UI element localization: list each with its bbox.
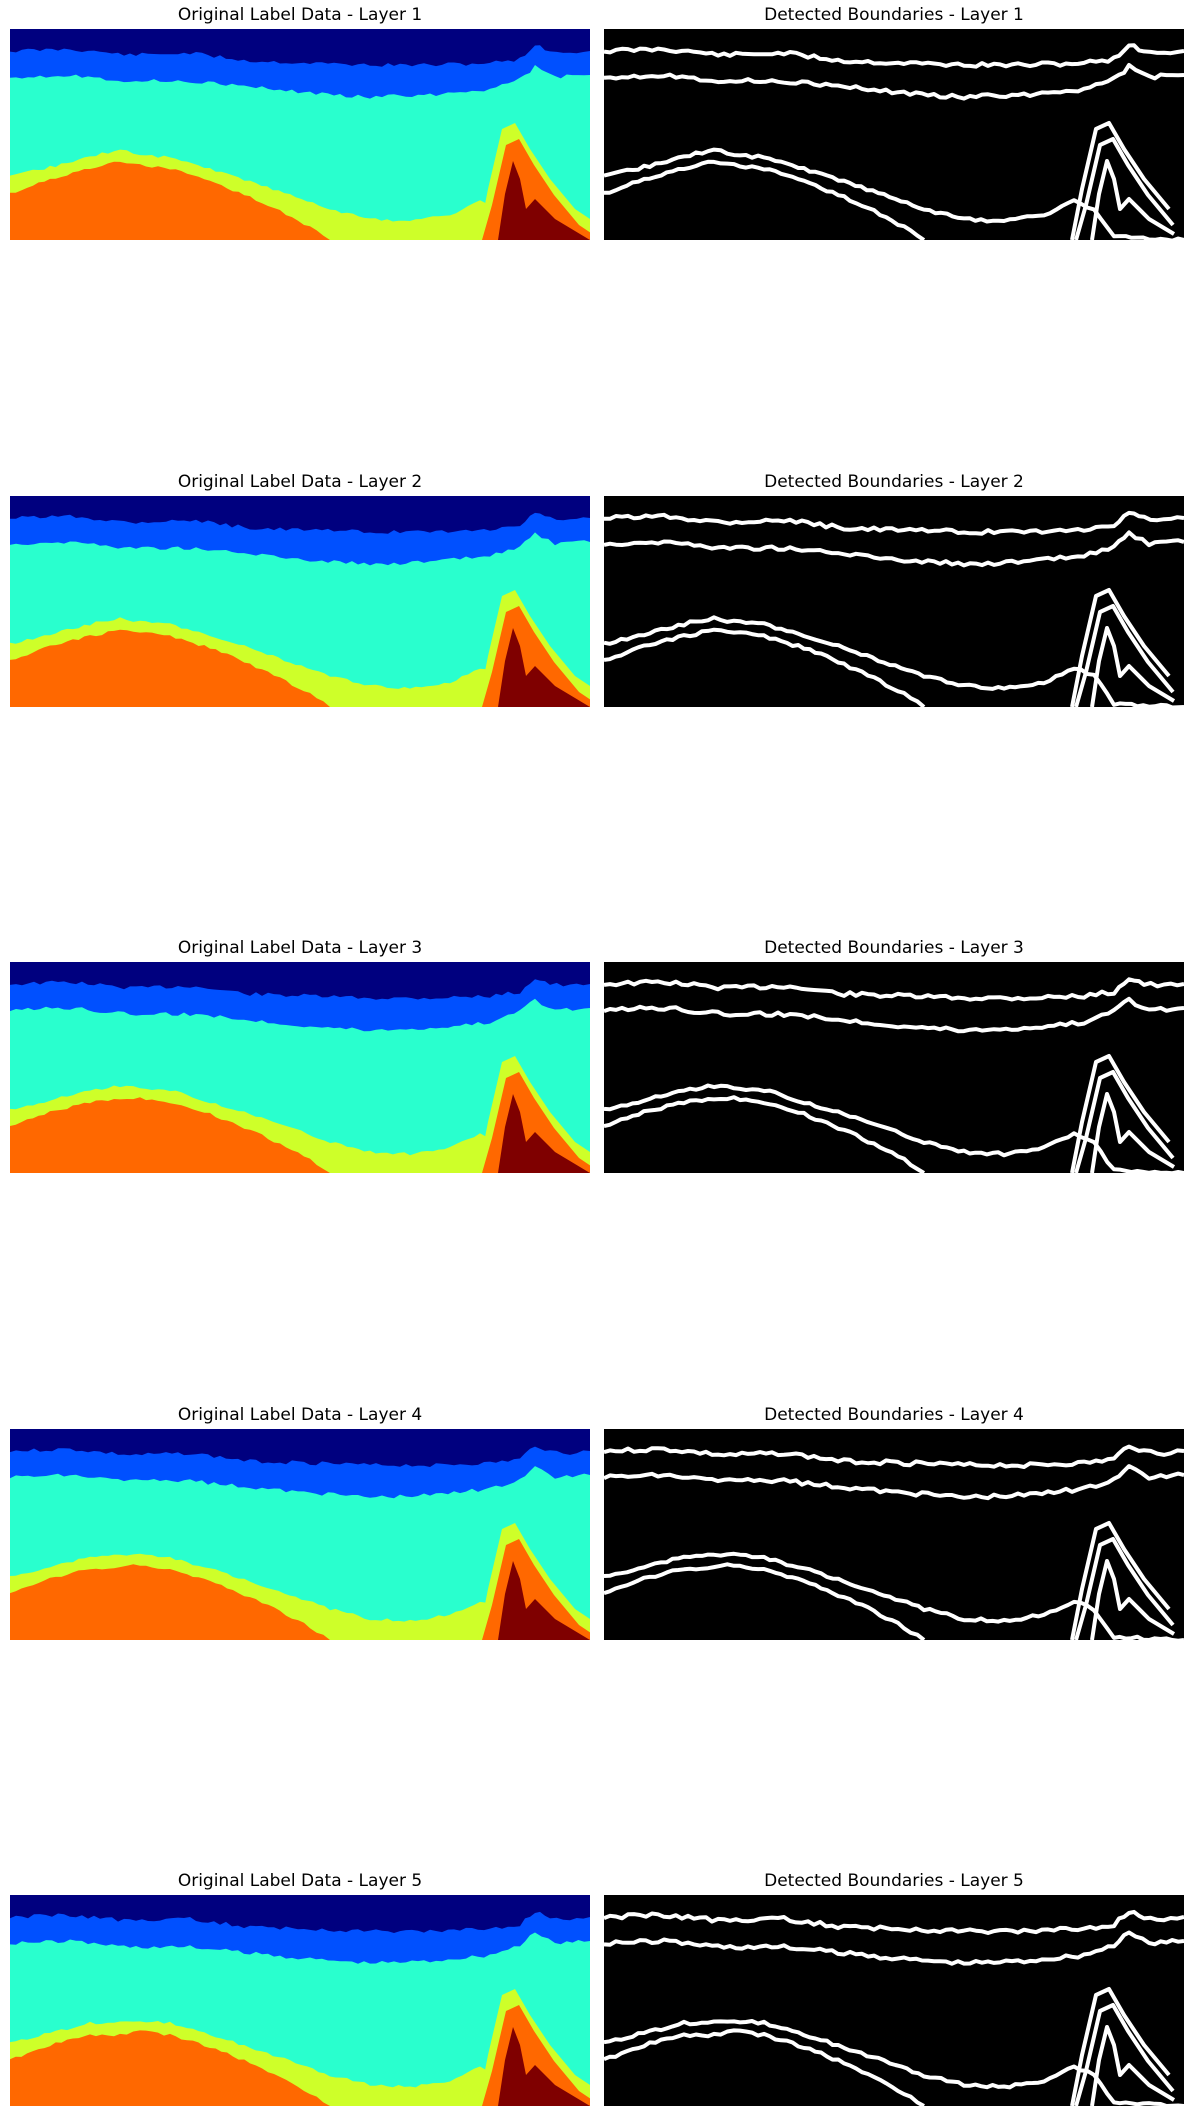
wedge-darkred — [498, 161, 590, 240]
boundary-lines-5 — [604, 1909, 1184, 2106]
boundary-orange — [604, 2028, 925, 2106]
boundary-low — [604, 1551, 1184, 1640]
boundary-wedge-outer — [1070, 121, 1171, 240]
boundary-low — [604, 2019, 1184, 2106]
boundary-mid — [604, 63, 1184, 101]
boundary-title-5: Detected Boundaries - Layer 5 — [764, 1871, 1024, 1891]
boundary-title-2: Detected Boundaries - Layer 2 — [764, 472, 1024, 492]
boundary-wedge-core — [1090, 626, 1176, 707]
boundary-image-5 — [604, 1895, 1184, 2106]
boundary-title-3: Detected Boundaries - Layer 3 — [764, 938, 1024, 958]
boundary-wedge-inner — [1074, 2003, 1175, 2106]
boundary-top — [604, 510, 1184, 536]
boundary-wedge-core — [1090, 2025, 1176, 2106]
label-image-1 — [10, 29, 590, 240]
boundary-image-1 — [604, 29, 1184, 240]
boundary-image-2 — [604, 496, 1184, 707]
boundary-wedge-core — [1090, 1092, 1176, 1173]
boundary-lines-2 — [604, 510, 1184, 707]
wedge-darkred — [498, 1094, 590, 1173]
boundary-orange — [604, 627, 926, 707]
label-title-3: Original Label Data - Layer 3 — [177, 938, 423, 958]
label-title-4: Original Label Data - Layer 4 — [177, 1405, 423, 1425]
boundary-wedge-core — [1090, 159, 1176, 240]
boundary-wedge-inner — [1074, 1070, 1175, 1173]
boundary-lines-4 — [604, 1444, 1184, 1640]
boundary-wedge-inner — [1074, 1537, 1175, 1640]
boundary-wedge-outer — [1070, 588, 1171, 707]
boundary-wedge-outer — [1070, 1987, 1171, 2106]
layer-orange — [10, 629, 590, 707]
boundary-wedge-inner — [1074, 604, 1175, 707]
layer-orange — [10, 161, 590, 240]
boundary-top — [604, 1444, 1184, 1469]
boundary-title-4: Detected Boundaries - Layer 4 — [764, 1405, 1024, 1425]
wedge-darkred — [498, 2027, 590, 2106]
boundary-mid — [604, 996, 1184, 1034]
layer-orange — [10, 2030, 590, 2106]
wedge-darkred — [498, 1561, 590, 1640]
boundary-low — [604, 615, 1184, 707]
layer-orange — [10, 1564, 590, 1640]
label-title-1: Original Label Data - Layer 1 — [177, 5, 423, 25]
label-layers-4 — [10, 1446, 590, 1640]
boundary-lines-3 — [604, 977, 1184, 1173]
boundary-top — [604, 1909, 1184, 1935]
boundary-top — [604, 43, 1184, 69]
boundary-mid — [604, 1930, 1184, 1966]
boundary-mid — [604, 530, 1184, 568]
boundary-wedge-inner — [1074, 137, 1175, 240]
boundary-wedge-outer — [1070, 1521, 1171, 1640]
label-layers-2 — [10, 512, 590, 707]
boundary-orange — [604, 1562, 926, 1640]
boundary-image-3 — [604, 962, 1184, 1173]
label-image-2 — [10, 496, 590, 707]
wedge-darkred — [498, 628, 590, 707]
label-layers-3 — [10, 979, 590, 1173]
label-title-5: Original Label Data - Layer 5 — [177, 1871, 423, 1891]
boundary-orange — [604, 159, 926, 240]
boundary-lines-1 — [604, 43, 1184, 240]
label-image-3 — [10, 962, 590, 1173]
boundary-wedge-outer — [1070, 1054, 1171, 1173]
boundary-top — [604, 977, 1184, 1002]
boundary-image-4 — [604, 1429, 1184, 1640]
label-layers-1 — [10, 45, 590, 240]
boundary-wedge-core — [1090, 1559, 1176, 1640]
label-title-2: Original Label Data - Layer 2 — [177, 472, 423, 492]
boundary-title-1: Detected Boundaries - Layer 1 — [764, 5, 1024, 25]
layer-orange — [10, 1097, 590, 1173]
label-layers-5 — [10, 1911, 590, 2106]
label-image-4 — [10, 1429, 590, 1640]
boundary-orange — [604, 1095, 926, 1173]
boundary-mid — [604, 1464, 1184, 1501]
label-image-5 — [10, 1895, 590, 2106]
